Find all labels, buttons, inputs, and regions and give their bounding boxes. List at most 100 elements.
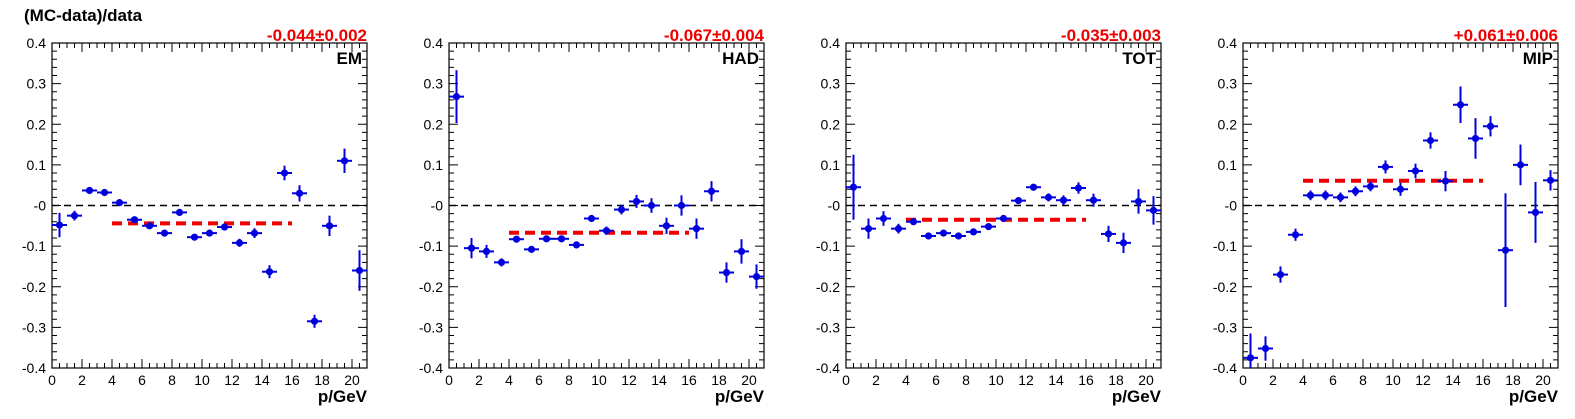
x-tick-label: 20 [741,372,757,388]
x-tick-label: 10 [1385,372,1401,388]
y-tick-label: -0.2 [1213,279,1237,295]
x-tick-label: 18 [1505,372,1521,388]
x-tick-label: 2 [872,372,880,388]
data-point [1336,193,1345,201]
data-point [954,232,963,240]
x-tick-label: 20 [1138,372,1154,388]
panel-label: TOT [1122,49,1156,68]
data-point [1044,193,1053,201]
data-point [205,229,214,237]
data-point [1486,122,1495,130]
x-tick-label: 8 [962,372,970,388]
x-axis-label: p/GeV [1112,387,1162,406]
data-point [265,268,274,276]
data-point [295,189,304,197]
data-point [999,214,1008,223]
data-point [70,212,79,220]
data-point [340,157,349,165]
x-tick-label: 8 [168,372,176,388]
x-tick-label: 0 [445,372,453,388]
x-tick-label: 18 [314,372,330,388]
y-tick-label: 0.3 [821,76,841,92]
data-point [55,221,64,229]
data-point [864,225,873,233]
y-tick-label: 0.1 [27,157,47,173]
data-point [1396,185,1405,193]
x-tick-label: 10 [988,372,1004,388]
x-tick-label: 18 [711,372,727,388]
data-point [707,187,716,195]
data-point [527,245,536,253]
data-point [1119,239,1128,247]
data-point [1411,167,1420,175]
data-point [512,235,521,243]
y-tick-label: -0.2 [419,279,443,295]
y-tick-label: 0.2 [821,116,841,132]
y-tick-label: -0.2 [22,279,46,295]
y-tick-label: -0.4 [816,360,840,376]
x-tick-label: 14 [254,372,270,388]
x-tick-label: 14 [1445,372,1461,388]
y-tick-label: 0.2 [1218,116,1238,132]
x-tick-label: 16 [1078,372,1094,388]
data-point [145,222,154,230]
data-point [1321,191,1330,199]
panel-em: -0.4 -0.3 -0.2 -0.1 -0 0.1 0.2 0.3 0.4 0 2 4 6 8 10 12 1… [22,26,368,406]
data-point [85,186,94,195]
data-point [482,247,491,256]
y-tick-label: 0.3 [27,76,47,92]
data-point [115,199,124,207]
x-tick-label: 16 [284,372,300,388]
y-tick-label: -0.3 [816,319,840,335]
data-point [602,227,611,235]
data-point [220,223,229,231]
data-point [587,214,596,223]
x-axis-label: p/GeV [318,387,368,406]
x-tick-label: 4 [902,372,910,388]
y-tick-label: -0.4 [419,360,443,376]
x-axis-label: p/GeV [715,387,765,406]
data-point [355,266,364,275]
x-tick-label: 2 [475,372,483,388]
x-tick-label: 6 [932,372,940,388]
data-point [325,222,334,230]
x-tick-label: 10 [194,372,210,388]
x-tick-label: 6 [1329,372,1337,388]
x-tick-label: 0 [842,372,850,388]
y-tick-label: 0.2 [27,116,47,132]
x-tick-label: 18 [1108,372,1124,388]
x-tick-label: 8 [565,372,573,388]
data-point [1276,270,1285,279]
y-tick-label: 0.4 [821,35,841,51]
data-point [632,197,641,206]
data-point [1149,206,1158,214]
data-point [677,201,686,210]
data-point [752,272,761,281]
data-point [849,183,858,191]
x-tick-label: 12 [1018,372,1034,388]
y-axis-label: (MC-data)/data [24,6,143,25]
data-point [1014,197,1023,205]
data-point [1546,176,1555,184]
data-point [452,93,461,101]
x-tick-label: 20 [344,372,360,388]
panel-tot: -0.4 -0.3 -0.2 -0.1 -0 0.1 0.2 0.3 0.4 0 2 4 6 8 10 12 1… [816,26,1162,406]
data-point [1426,136,1435,145]
x-tick-label: 14 [1048,372,1064,388]
y-tick-label: -0.1 [816,238,840,254]
x-tick-label: 2 [78,372,86,388]
data-point [1029,183,1038,191]
fit-result-text: -0.044±0.002 [267,26,367,45]
x-tick-label: 6 [535,372,543,388]
data-point [1351,187,1360,195]
data-point [969,228,978,236]
panel-had: -0.4 -0.3 -0.2 -0.1 -0 0.1 0.2 0.3 0.4 0 2 4 6 8 10 12 1… [419,26,765,406]
fit-result-text: -0.067±0.004 [664,26,765,45]
data-point [939,229,948,237]
data-point [1104,230,1113,238]
y-tick-label: -0.1 [1213,238,1237,254]
y-tick-label: 0.3 [424,76,444,92]
x-tick-label: 0 [48,372,56,388]
data-point [984,223,993,231]
data-point [1381,163,1390,171]
